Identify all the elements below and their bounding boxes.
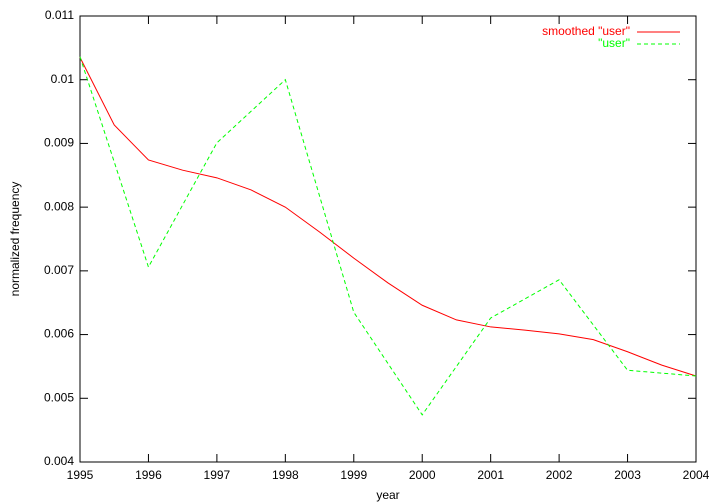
x-tick-label: 2000 (409, 468, 436, 482)
y-tick-label: 0.005 (44, 390, 74, 404)
x-tick-label: 2002 (546, 468, 573, 482)
legend-label: smoothed "user" (542, 24, 630, 38)
y-tick-label: 0.009 (44, 136, 74, 150)
x-tick-label: 1997 (204, 468, 231, 482)
series-line (79, 56, 697, 416)
x-tick-label: 1999 (340, 468, 367, 482)
x-tick-label: 1995 (67, 468, 94, 482)
y-tick-label: 0.011 (45, 8, 74, 22)
x-tick-label: 1998 (272, 468, 299, 482)
y-tick-label: 0.006 (44, 327, 74, 341)
x-tick-label: 1996 (135, 468, 162, 482)
x-axis-label: year (376, 488, 399, 502)
y-axis-label: normalized frequency (8, 182, 22, 297)
series-line (79, 57, 697, 377)
x-tick-label: 2004 (683, 468, 710, 482)
legend-label: "user" (598, 36, 630, 50)
plot-frame (79, 15, 697, 463)
y-tick-label: 0.007 (44, 263, 74, 277)
y-tick-label: 0.008 (44, 199, 74, 213)
y-tick-label: 0.004 (44, 454, 74, 468)
x-tick-label: 2003 (614, 468, 641, 482)
x-tick-label: 2001 (477, 468, 504, 482)
y-tick-label: 0.01 (51, 72, 75, 86)
